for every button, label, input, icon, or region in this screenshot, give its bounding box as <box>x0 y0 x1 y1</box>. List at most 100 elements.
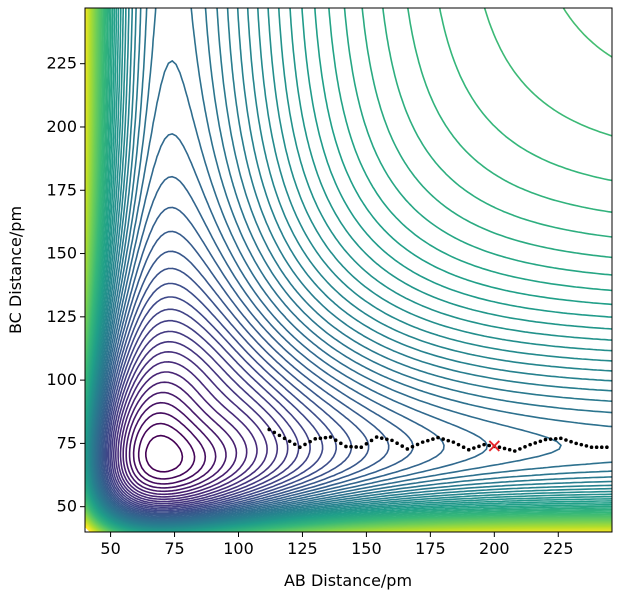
trajectory-point <box>466 447 471 452</box>
contour-line <box>105 296 324 512</box>
x-tick-label: 75 <box>164 539 184 558</box>
contour-line <box>85 8 612 532</box>
x-tick-label: 50 <box>100 539 120 558</box>
contour-line <box>109 319 300 508</box>
contour-line <box>92 8 612 526</box>
trajectory-point <box>533 441 538 445</box>
contour-line <box>104 282 337 513</box>
trajectory-point <box>446 438 451 443</box>
trajectory-point <box>333 438 338 442</box>
x-tick-label: 175 <box>415 539 446 558</box>
trajectory-point <box>318 436 323 441</box>
trajectory-point <box>287 439 292 444</box>
trajectory-point <box>559 436 563 441</box>
trajectory-point <box>594 445 599 449</box>
y-tick-label: 150 <box>46 244 77 263</box>
trajectory-point <box>344 444 348 449</box>
y-axis-ticks: 50 75 100 125 150 175 200 225 <box>46 54 85 516</box>
trajectory-point <box>461 445 466 449</box>
contour-line <box>137 422 196 480</box>
contour-line <box>85 8 612 532</box>
x-axis-label: AB Distance/pm <box>284 571 412 590</box>
trajectory-point <box>574 441 578 446</box>
contour-line <box>86 8 612 531</box>
trajectory-point <box>405 447 410 451</box>
y-tick-label: 175 <box>46 180 77 199</box>
contour-line <box>85 8 612 532</box>
plot-frame <box>84 7 613 533</box>
contour-line <box>128 401 217 489</box>
trajectory-point <box>390 438 394 443</box>
contour-line <box>96 133 488 521</box>
trajectory-point <box>277 433 282 438</box>
trajectory-point <box>339 441 343 446</box>
trajectory-point <box>385 437 389 442</box>
x-tick-label: 100 <box>223 539 254 558</box>
plot-background <box>85 8 612 532</box>
trajectory-point <box>426 438 430 443</box>
contour-line <box>115 351 268 503</box>
trajectory-point <box>379 436 384 440</box>
contour-line <box>85 8 612 532</box>
trajectory-point <box>482 442 486 447</box>
y-tick-label: 100 <box>46 370 77 389</box>
trajectory-point <box>605 445 609 449</box>
trajectory-point <box>487 443 492 448</box>
trajectory-point <box>323 435 328 440</box>
trajectory-point <box>436 435 440 440</box>
contour-line <box>85 8 612 532</box>
trajectory-point <box>502 446 507 451</box>
trajectory-point <box>374 435 379 439</box>
contour-line <box>113 340 279 505</box>
trajectory-point <box>410 444 415 449</box>
contour-line <box>85 8 612 532</box>
trajectory-point <box>512 449 517 453</box>
contour-line <box>85 8 612 532</box>
trajectory-point <box>584 444 589 448</box>
trajectory-point <box>589 445 594 449</box>
trajectory-point <box>303 442 307 447</box>
x-axis-ticks: 50 75 100 125 150 175 200 225 <box>100 532 574 558</box>
trajectory-point <box>548 437 553 441</box>
trajectory-point <box>441 437 445 441</box>
x-tick-label: 225 <box>543 539 574 558</box>
trajectory-point <box>579 442 584 447</box>
contour-line <box>145 434 184 473</box>
trajectory-point <box>267 427 271 432</box>
trajectory-point <box>328 435 333 439</box>
contour-line <box>119 371 248 498</box>
trajectory-point <box>451 440 456 444</box>
contour-line <box>98 206 414 519</box>
y-tick-label: 75 <box>57 433 77 452</box>
trajectory-point <box>369 438 374 443</box>
trajectory-point <box>400 444 405 448</box>
trajectory-point <box>528 442 532 447</box>
trajectory-point <box>538 439 543 444</box>
trajectory-point <box>543 437 548 442</box>
trajectory-point <box>359 445 364 449</box>
y-tick-label: 50 <box>57 497 77 516</box>
start-point-marker <box>488 440 500 452</box>
y-tick-label: 125 <box>46 307 77 326</box>
trajectory-point <box>507 447 512 452</box>
contour-line <box>87 8 612 530</box>
trajectory-point <box>599 445 604 449</box>
contour-line <box>100 230 390 517</box>
contour-line <box>90 8 612 527</box>
start-point-x <box>488 440 500 452</box>
x-tick-label: 125 <box>287 539 318 558</box>
contour-line <box>122 381 238 496</box>
y-axis-label: BC Distance/pm <box>6 206 25 334</box>
trajectory-point <box>497 445 502 449</box>
trajectory-points <box>267 427 609 453</box>
trajectory-point <box>415 442 420 447</box>
x-tick-label: 150 <box>351 539 382 558</box>
contour-line <box>107 308 311 510</box>
contour-line <box>85 8 612 532</box>
contour-line <box>91 8 612 526</box>
contour-line <box>94 8 612 523</box>
y-tick-label: 225 <box>46 54 77 73</box>
trajectory-point <box>292 442 297 447</box>
contour-line <box>125 391 227 493</box>
